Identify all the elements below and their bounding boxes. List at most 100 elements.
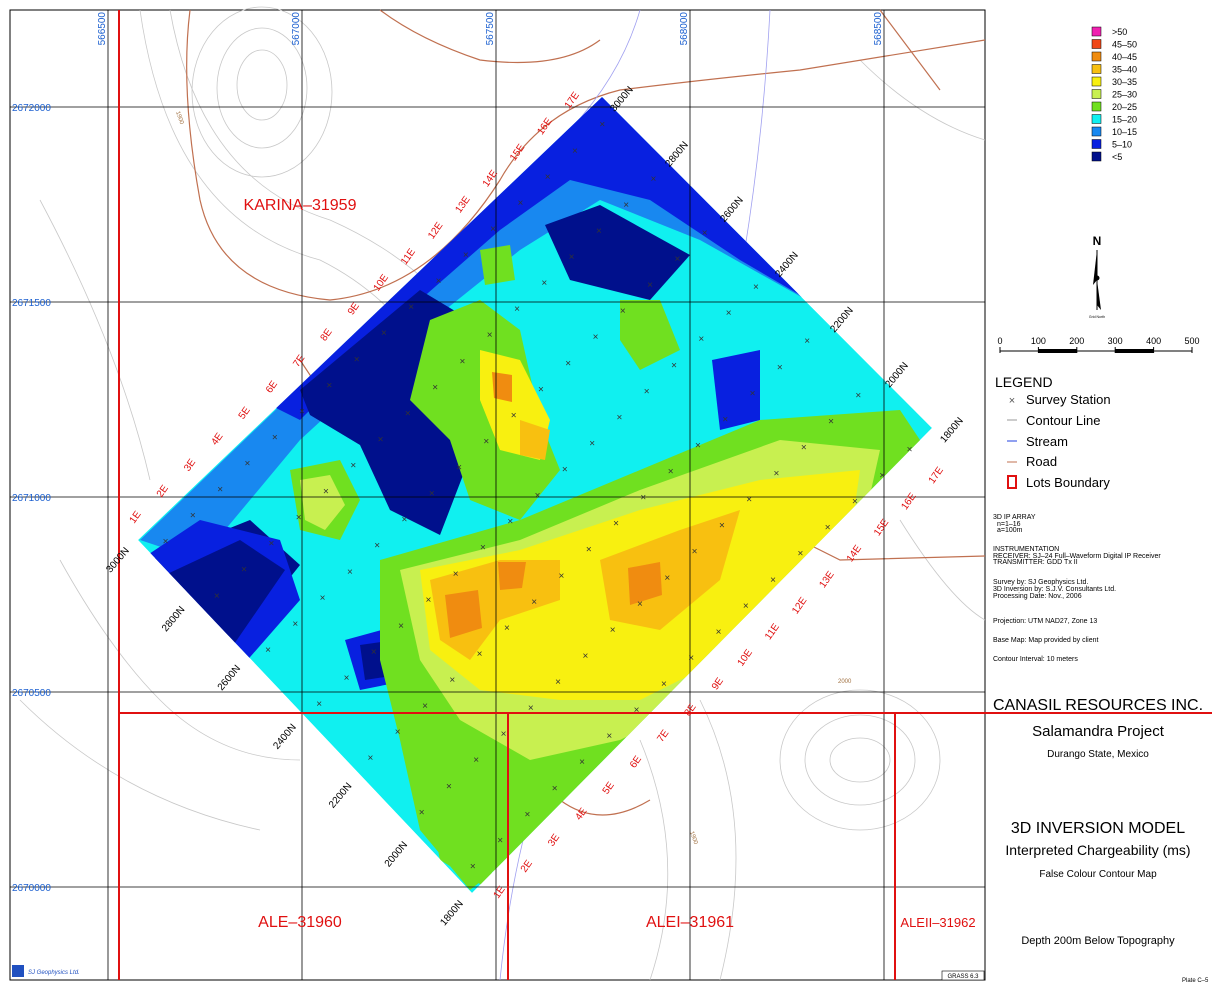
station-marker: × <box>323 487 329 498</box>
station-marker: × <box>750 388 756 399</box>
northing-label: 2670500 <box>12 688 51 699</box>
easting-label: 567000 <box>291 12 302 46</box>
station-marker: × <box>350 461 356 472</box>
station-marker: × <box>579 757 585 768</box>
station-marker: × <box>726 308 732 319</box>
chargeability-zone <box>300 475 345 530</box>
plate: Plate C–5 <box>1182 978 1209 984</box>
legend-label: Road <box>1026 454 1057 469</box>
station-marker: × <box>245 459 251 470</box>
station-marker: × <box>217 485 223 496</box>
chargeability-zone <box>712 350 760 430</box>
station-marker: × <box>497 835 503 846</box>
station-marker: × <box>640 493 646 504</box>
station-marker: × <box>480 543 486 554</box>
northing-label: 2672000 <box>12 103 51 114</box>
station-marker: × <box>190 511 196 522</box>
station-marker: × <box>425 595 431 606</box>
legend-symbol: × <box>1009 395 1015 407</box>
color-swatch <box>1091 114 1102 124</box>
station-marker: × <box>746 495 752 506</box>
contour-label: 1900 <box>174 111 184 126</box>
contour-label: 2000 <box>838 679 852 685</box>
chargeability-zone <box>140 97 932 560</box>
model-title: 3D INVERSION MODEL <box>1011 820 1185 837</box>
note-line: n=1–16 <box>997 521 1021 528</box>
color-swatch <box>1091 76 1102 87</box>
station-marker: × <box>453 569 459 580</box>
station-marker: × <box>651 174 657 185</box>
station-marker: × <box>562 465 568 476</box>
lot-name: ALEII–31962 <box>900 915 975 930</box>
color-label: <5 <box>1112 152 1122 162</box>
station-marker: × <box>801 442 807 453</box>
note-line: RECEIVER: SJ–24 Full–Waveform Digital IP… <box>993 553 1161 560</box>
legend-label: Contour Line <box>1026 413 1100 428</box>
station-marker: × <box>436 276 442 287</box>
station-marker: × <box>565 358 571 369</box>
station-marker: × <box>528 703 534 714</box>
station-marker: × <box>552 783 558 794</box>
easting-label: 568000 <box>679 12 690 46</box>
station-marker: × <box>692 547 698 558</box>
station-marker: × <box>661 679 667 690</box>
chargeability-zone <box>620 300 680 370</box>
station-marker: × <box>490 224 496 235</box>
title-block: CANASIL RESOURCES INC. Salamandra Projec… <box>993 697 1209 984</box>
station-marker: × <box>545 172 551 183</box>
map-type: False Colour Contour Map <box>1039 869 1157 880</box>
chargeability-zone <box>480 245 515 285</box>
station-marker: × <box>402 515 408 526</box>
color-label: 40–45 <box>1112 52 1137 62</box>
station-marker: × <box>483 436 489 447</box>
station-marker: × <box>463 250 469 261</box>
station-marker: × <box>163 537 169 548</box>
north-label: N <box>1093 234 1102 248</box>
station-marker: × <box>620 306 626 317</box>
station-marker: × <box>719 521 725 532</box>
parameter: Interpreted Chargeability (ms) <box>1005 842 1190 858</box>
lots-boundary <box>118 10 1212 980</box>
note-line: 3D IP ARRAY <box>993 514 1036 521</box>
station-marker: × <box>432 382 438 393</box>
station-marker: × <box>634 705 640 716</box>
depth: Depth 200m Below Topography <box>1021 935 1175 947</box>
station-marker: × <box>517 198 523 209</box>
chargeability-zone <box>430 560 560 660</box>
station-marker: × <box>419 807 425 818</box>
station-marker: × <box>586 545 592 556</box>
station-marker: × <box>555 677 561 688</box>
station-marker: × <box>599 120 605 131</box>
northing-label: 2671500 <box>12 298 51 309</box>
station-marker: × <box>501 729 507 740</box>
station-marker: × <box>344 673 350 684</box>
station-marker: × <box>702 228 708 239</box>
legend-title: LEGEND <box>995 374 1053 390</box>
station-marker: × <box>525 809 531 820</box>
station-marker: × <box>743 601 749 612</box>
chargeability-zone <box>492 372 512 402</box>
station-marker: × <box>695 440 701 451</box>
station-marker: × <box>477 649 483 660</box>
station-marker: × <box>572 146 578 157</box>
station-marker: × <box>449 675 455 686</box>
station-marker: × <box>589 438 595 449</box>
station-marker: × <box>374 541 380 552</box>
note-line: TRANSMITTER: GDD Tx II <box>993 559 1078 566</box>
scale-label: 300 <box>1108 336 1123 346</box>
color-swatch <box>1091 126 1102 137</box>
station-marker: × <box>354 354 360 365</box>
station-marker: × <box>593 332 599 343</box>
lot-name: KARINA–31959 <box>244 197 357 214</box>
color-swatch <box>1091 51 1102 62</box>
project: Salamandra Project <box>1032 723 1165 740</box>
station-marker: × <box>460 356 466 367</box>
color-label: 10–15 <box>1112 127 1137 137</box>
color-swatch <box>1091 64 1102 74</box>
station-marker: × <box>671 360 677 371</box>
station-marker: × <box>296 513 302 524</box>
software-label: GRASS 6.3 <box>947 974 979 980</box>
station-marker: × <box>623 200 629 211</box>
station-marker: × <box>879 471 885 482</box>
